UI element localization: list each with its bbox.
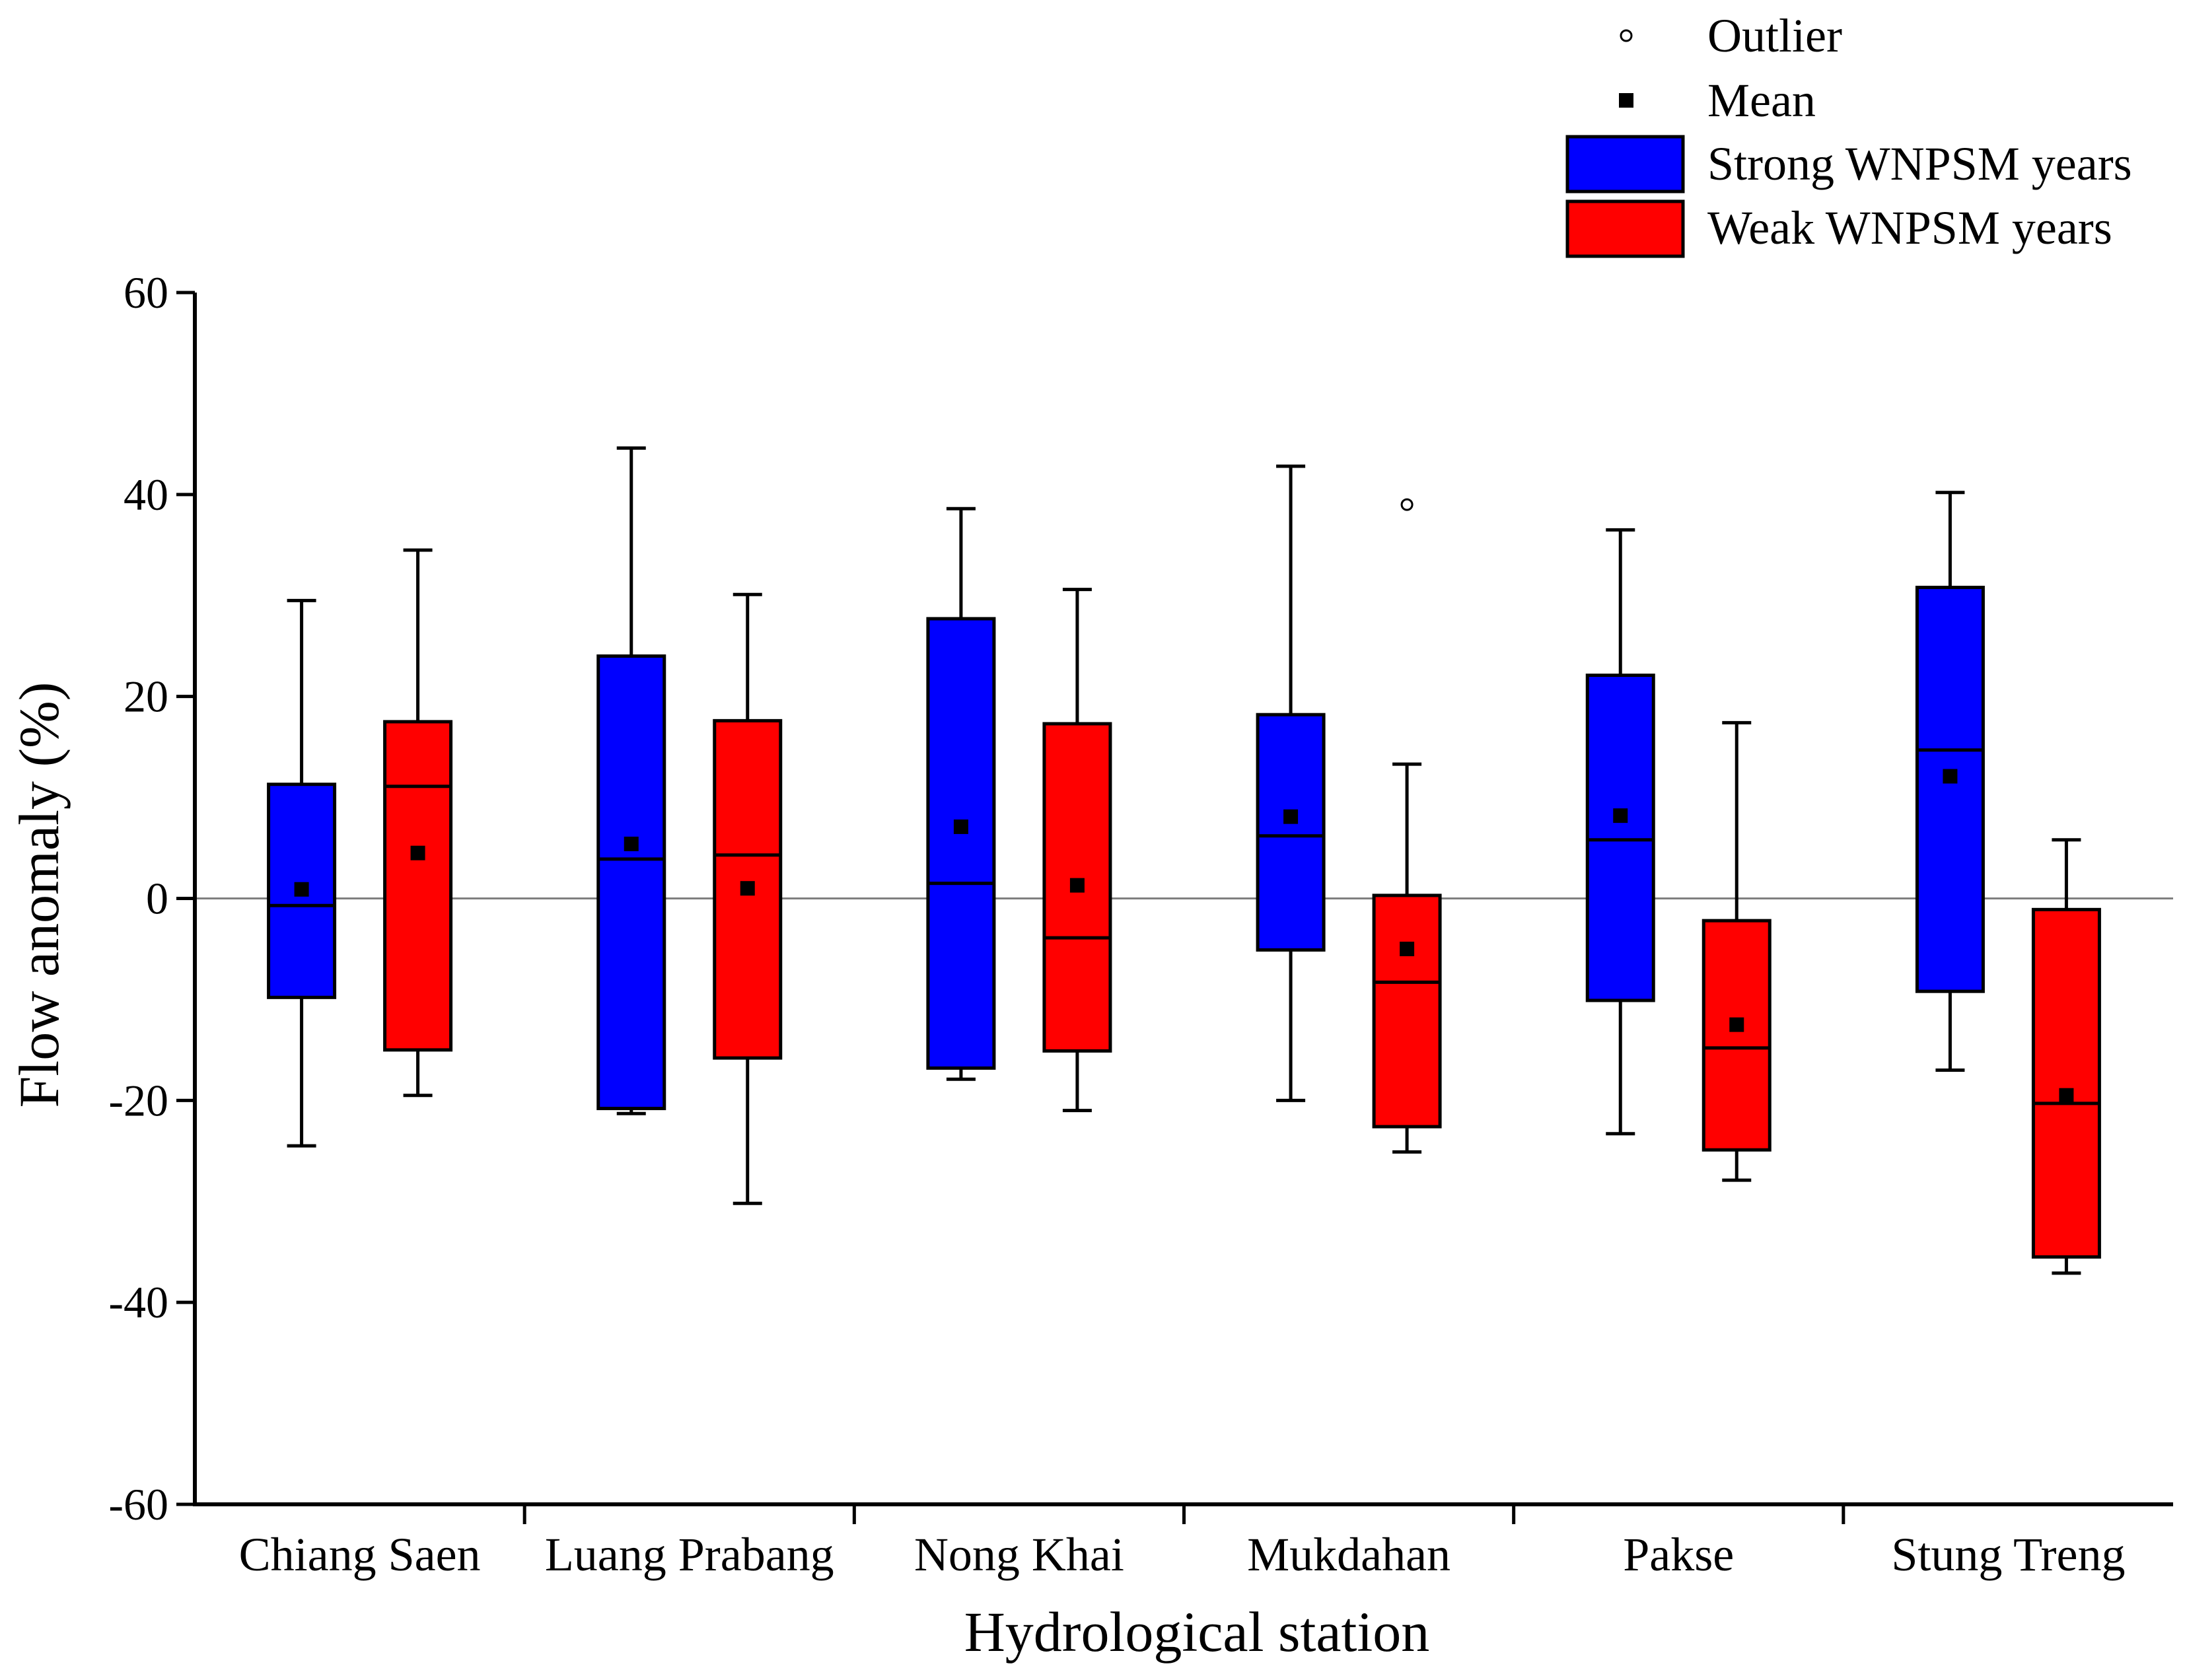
x-category-label: Chiang Saen	[239, 1528, 481, 1581]
legend-outlier-marker	[1620, 29, 1633, 42]
mean-marker	[410, 845, 425, 860]
mean-marker	[1400, 941, 1415, 956]
weak-box-group	[1701, 720, 1772, 1182]
x-category-label: Pakse	[1623, 1528, 1734, 1581]
legend-weak-label: Weak WNPSM years	[1707, 201, 2112, 254]
strong-box	[926, 617, 996, 1070]
mean-marker	[1943, 769, 1958, 784]
y-tick-label: 60	[124, 267, 168, 318]
weak-box	[1042, 722, 1112, 1053]
mean-marker	[953, 819, 968, 834]
mean-marker	[1729, 1017, 1744, 1032]
mean-marker	[2059, 1088, 2074, 1103]
y-axis-title: Flow anomaly (%)	[7, 682, 71, 1108]
x-category-label: Nong Khai	[914, 1528, 1124, 1581]
x-axis-title: Hydrological station	[964, 1600, 1430, 1663]
mean-marker	[1613, 808, 1628, 823]
plot-area	[195, 446, 2173, 1275]
y-tick-label: 40	[124, 470, 168, 520]
mean-marker	[624, 836, 639, 851]
strong-box-group	[1256, 464, 1326, 1102]
legend: Outlier Mean Strong WNPSM years Weak WNP…	[1565, 9, 2132, 258]
strong-box-group	[1915, 491, 1985, 1072]
y-tick-label: -20	[108, 1075, 168, 1125]
legend-mean-label: Mean	[1707, 74, 1816, 127]
mean-marker	[1069, 878, 1085, 893]
weak-box	[2031, 907, 2101, 1259]
mean-marker	[1283, 809, 1299, 824]
x-category-label: Mukdahan	[1247, 1528, 1451, 1581]
y-tick-label: 20	[124, 672, 168, 722]
strong-box-group	[596, 446, 666, 1115]
strong-box-group	[926, 507, 996, 1081]
x-category-label: Luang Prabang	[545, 1528, 834, 1581]
strong-box	[596, 654, 666, 1111]
weak-box	[1372, 893, 1442, 1129]
strong-box-group	[267, 598, 337, 1148]
weak-box	[1701, 919, 1772, 1152]
mean-marker	[294, 882, 309, 897]
strong-box	[1256, 713, 1326, 952]
legend-mean-marker	[1619, 93, 1633, 108]
y-tick-label: -60	[108, 1479, 168, 1529]
strong-box	[1915, 586, 1985, 993]
y-tick-label: 0	[146, 874, 168, 924]
weak-box-group	[2031, 838, 2101, 1275]
weak-box	[383, 720, 453, 1052]
outlier-marker	[1400, 498, 1414, 511]
legend-outlier-label: Outlier	[1707, 9, 1842, 62]
legend-strong-swatch	[1565, 135, 1685, 193]
weak-box-group	[713, 592, 783, 1205]
legend-strong-label: Strong WNPSM years	[1707, 137, 2132, 190]
weak-box-group	[1042, 588, 1112, 1113]
x-category-label: Stung Treng	[1891, 1528, 2125, 1581]
strong-box	[1585, 674, 1655, 1002]
legend-weak-swatch	[1565, 199, 1685, 258]
weak-box-group	[1372, 498, 1442, 1154]
strong-box-group	[1585, 528, 1655, 1136]
x-axis: Chiang Saen Luang Prabang Nong Khai Mukdaha…	[193, 1502, 2173, 1581]
y-tick-label: -40	[108, 1277, 168, 1327]
weak-box-group	[383, 548, 453, 1098]
mean-marker	[740, 881, 755, 896]
y-axis: -60 -40 -20 0 20 40 60	[108, 267, 197, 1529]
